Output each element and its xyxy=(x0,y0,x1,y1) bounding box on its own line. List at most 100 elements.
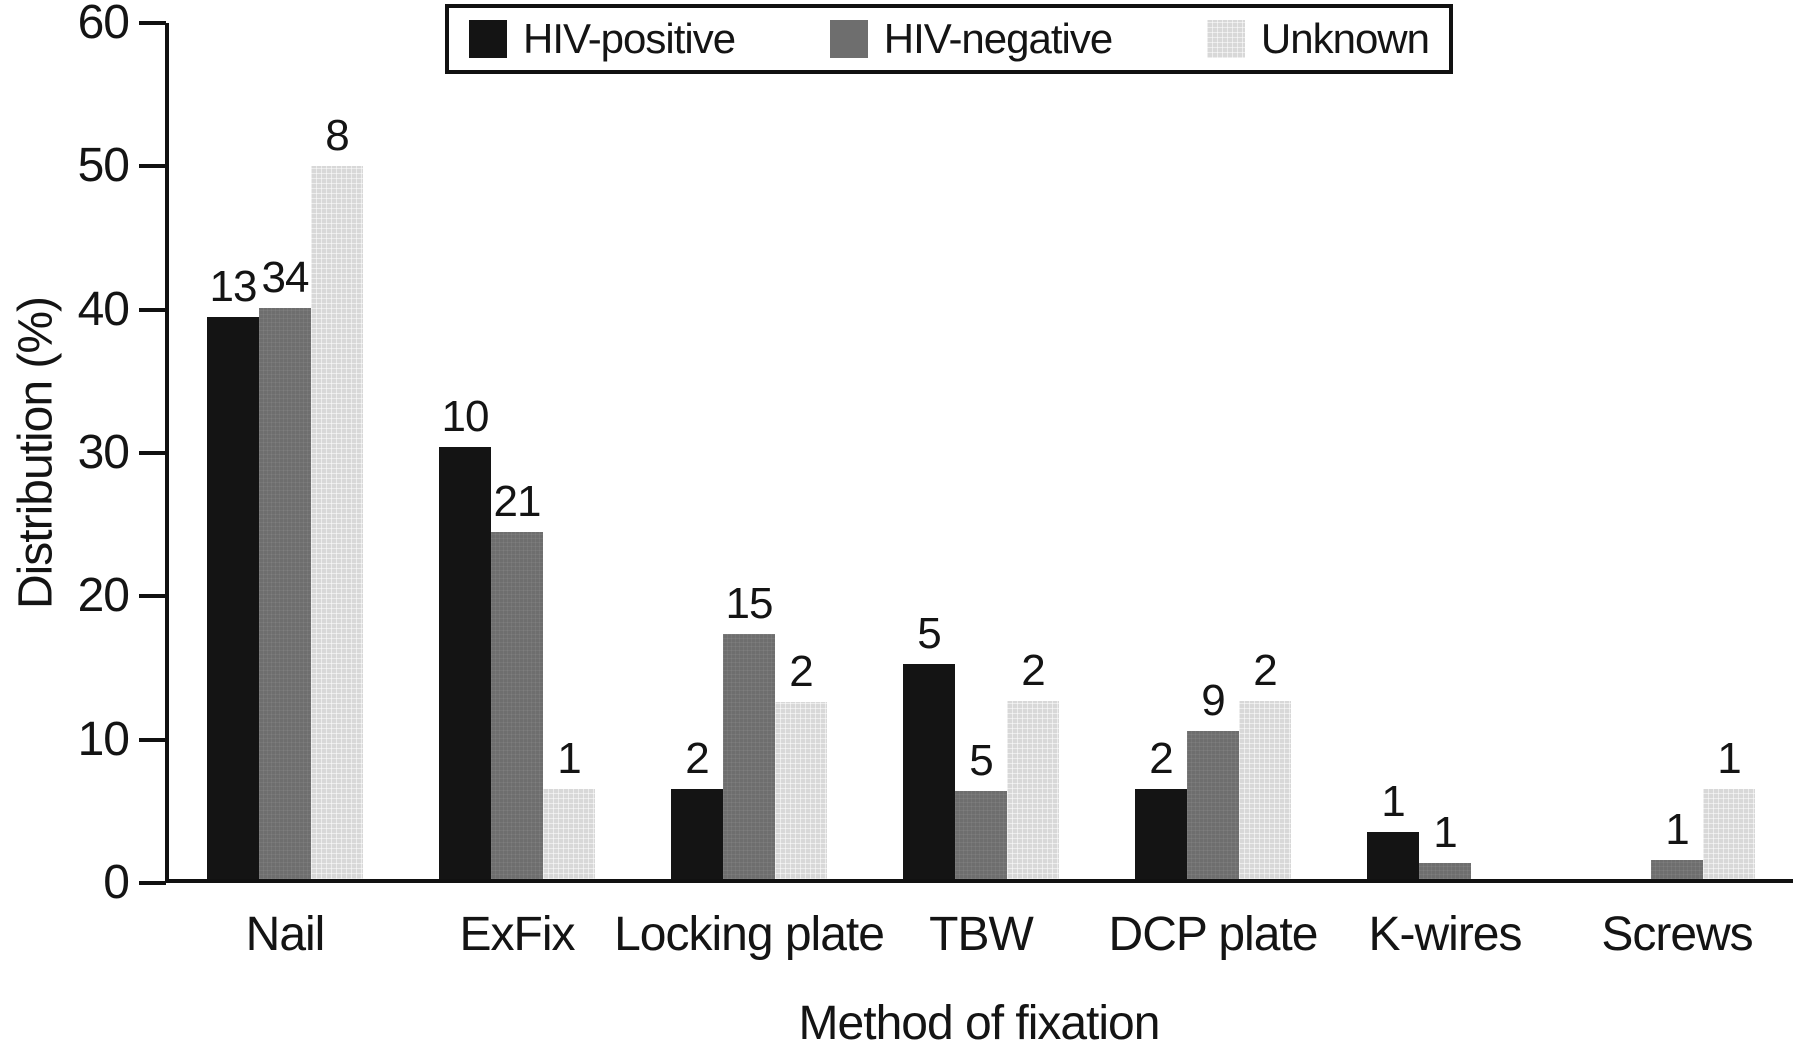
bar-value-label: 13 xyxy=(209,261,258,311)
bar-value-label: 1 xyxy=(1665,805,1690,855)
bar-slot xyxy=(1599,23,1651,879)
legend-swatch-hiv-negative xyxy=(829,20,868,58)
bar-hiv-positive-locking-plate xyxy=(671,789,723,879)
bar-slot: 1 xyxy=(543,23,595,879)
legend-swatch-hiv-positive xyxy=(469,20,507,58)
bar-group-k-wires: 1 1 K-wires xyxy=(1329,23,1561,961)
y-tick-mark-60 xyxy=(139,21,166,25)
bar-unknown-dcp-plate xyxy=(1239,700,1291,879)
legend: HIV-positive HIV-negative Unknown xyxy=(445,4,1453,74)
bar-hiv-negative-screws xyxy=(1651,860,1703,879)
y-tick-label-50: 50 xyxy=(77,139,130,193)
bar-slot: 1 xyxy=(1703,23,1755,879)
bar-value-label: 5 xyxy=(969,735,994,785)
x-category-label-screws: Screws xyxy=(1601,908,1753,961)
bar-slot: 2 xyxy=(1135,23,1187,879)
bar-slot: 13 xyxy=(207,23,259,879)
bar-slot: 21 xyxy=(491,23,543,879)
bar-slot: 1 xyxy=(1651,23,1703,879)
y-tick-label-60: 60 xyxy=(77,0,130,49)
x-category-label-nail: Nail xyxy=(245,908,326,961)
bar-hiv-positive-tbw xyxy=(903,663,955,879)
bar-slot: 15 xyxy=(723,23,775,879)
bar-value-label: 5 xyxy=(917,608,942,658)
y-tick-mark-0 xyxy=(139,881,166,885)
y-tick-label-40: 40 xyxy=(77,282,130,336)
bar-slot: 2 xyxy=(1239,23,1291,879)
bar-unknown-exfix xyxy=(543,789,595,879)
bar-slot xyxy=(1471,23,1523,879)
x-category-label-locking-plate: Locking plate xyxy=(614,908,885,961)
bar-slot: 34 xyxy=(259,23,311,879)
legend-swatch-unknown xyxy=(1206,20,1245,58)
bar-hiv-positive-k-wires xyxy=(1367,831,1419,879)
bar-slot: 1 xyxy=(1367,23,1419,879)
bar-unknown-nail xyxy=(311,165,363,879)
y-tick-mark-30 xyxy=(139,451,166,455)
bar-value-label: 1 xyxy=(1717,734,1742,784)
bar-group-dcp-plate: 2 9 2 DCP plate xyxy=(1097,23,1329,961)
bar-value-label: 2 xyxy=(1253,645,1278,695)
bar-slot: 10 xyxy=(439,23,491,879)
bar-value-label: 2 xyxy=(685,734,710,784)
x-category-label-dcp-plate: DCP plate xyxy=(1108,908,1319,961)
bar-slot: 5 xyxy=(903,23,955,879)
bar-hiv-negative-exfix xyxy=(491,532,543,879)
legend-label-hiv-positive: HIV-positive xyxy=(523,15,736,62)
bar-value-label: 2 xyxy=(789,647,814,697)
bar-unknown-tbw xyxy=(1007,700,1059,879)
y-tick-label-30: 30 xyxy=(77,426,130,479)
bar-value-label: 1 xyxy=(557,734,582,784)
bar-group-screws: 1 1 Screws xyxy=(1561,23,1793,961)
legend-entry-hiv-positive: HIV-positive xyxy=(469,15,736,63)
bar-hiv-positive-exfix xyxy=(439,446,491,879)
bar-hiv-negative-k-wires xyxy=(1419,863,1471,879)
bar-value-label: 34 xyxy=(261,253,310,303)
bar-hiv-negative-dcp-plate xyxy=(1187,730,1239,879)
bar-hiv-negative-locking-plate xyxy=(723,633,775,879)
bar-slot: 2 xyxy=(671,23,723,879)
bar-group-exfix: 10 21 1 ExFix xyxy=(401,23,633,961)
bar-value-label: 2 xyxy=(1149,734,1174,784)
y-tick-label-0: 0 xyxy=(103,856,130,909)
bar-hiv-negative-tbw xyxy=(955,790,1007,879)
bar-value-label: 1 xyxy=(1433,808,1458,858)
bar-value-label: 10 xyxy=(441,391,490,441)
y-tick-mark-50 xyxy=(139,164,166,169)
y-tick-label-10: 10 xyxy=(77,712,130,766)
y-tick-mark-40 xyxy=(139,307,166,312)
legend-label-hiv-negative: HIV-negative xyxy=(883,15,1113,62)
bar-value-label: 8 xyxy=(325,110,350,160)
bar-group-locking-plate: 2 15 2 Locking plate xyxy=(614,23,885,961)
x-category-label-k-wires: K-wires xyxy=(1368,908,1522,961)
bar-value-label: 2 xyxy=(1021,645,1046,695)
legend-label-unknown: Unknown xyxy=(1260,15,1430,62)
bar-slot: 2 xyxy=(775,23,827,879)
bar-unknown-locking-plate xyxy=(775,702,827,879)
bar-groups: 13 34 8 Nail 10 21 1 ExFix 2 15 2 Locking plate 5 5 2 T… xyxy=(169,23,1793,961)
bar-hiv-positive-dcp-plate xyxy=(1135,789,1187,879)
y-tick-label-20: 20 xyxy=(77,569,130,623)
x-category-label-tbw: TBW xyxy=(929,908,1034,961)
y-tick-mark-10 xyxy=(139,737,166,742)
bar-value-label: 15 xyxy=(725,578,774,628)
bar-slot: 1 xyxy=(1419,23,1471,879)
bar-slot: 5 xyxy=(955,23,1007,879)
legend-entry-hiv-negative: HIV-negative xyxy=(829,15,1113,63)
plot-area: 13 34 8 Nail 10 21 1 ExFix 2 15 2 Locking plate 5 5 2 T… xyxy=(78,0,1793,961)
x-category-label-exfix: ExFix xyxy=(459,908,576,961)
bar-slot: 2 xyxy=(1007,23,1059,879)
bar-group-nail: 13 34 8 Nail xyxy=(169,23,401,961)
bar-slot: 9 xyxy=(1187,23,1239,879)
bar-value-label: 21 xyxy=(493,477,542,527)
legend-entry-unknown: Unknown xyxy=(1206,15,1430,63)
y-tick-mark-20 xyxy=(139,594,166,599)
bar-slot: 8 xyxy=(311,23,363,879)
x-axis-title: Method of fixation xyxy=(798,997,1161,1050)
bar-unknown-screws xyxy=(1703,789,1755,879)
bar-value-label: 9 xyxy=(1201,675,1226,725)
bar-value-label: 1 xyxy=(1381,776,1406,826)
bar-hiv-positive-nail xyxy=(207,316,259,879)
bar-hiv-negative-nail xyxy=(259,308,311,879)
